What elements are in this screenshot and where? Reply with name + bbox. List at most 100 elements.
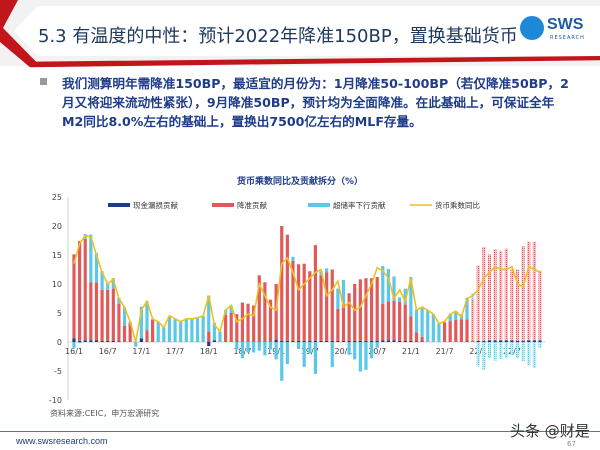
bar-excess (347, 342, 351, 355)
legend-label: 降准贡献 (237, 200, 267, 210)
bar-cash (330, 340, 334, 342)
y-tick-label: 5 (57, 309, 62, 318)
bar-rrr (414, 332, 419, 342)
bar-excess (179, 321, 183, 342)
bar-excess (167, 315, 172, 342)
bar-excess (510, 342, 514, 356)
bar-excess (448, 314, 452, 322)
bar-rrr (117, 303, 121, 342)
bar-excess (229, 305, 233, 313)
bar-rrr (128, 323, 132, 342)
bar-rrr (347, 293, 351, 341)
bar-cash (386, 340, 391, 342)
bar-excess (487, 342, 492, 359)
bar-cash (72, 338, 76, 342)
bar-excess (78, 342, 82, 344)
bar-cash (538, 340, 542, 342)
bar-excess (375, 342, 379, 348)
bullet-text: 我们测算明年需降准150BP，最适宜的月份为：1月降准50-100BP（若仅降准… (62, 76, 569, 129)
bar-cash (521, 340, 525, 342)
bar-rrr (240, 302, 245, 342)
bar-excess (308, 342, 312, 354)
bar-cash (504, 340, 508, 342)
bar-excess (246, 342, 250, 353)
x-tick-label: 16/7 (99, 347, 117, 356)
bar-rrr (89, 282, 93, 341)
bar-rrr (83, 238, 87, 341)
y-tick-label: -10 (49, 396, 62, 405)
bar-cash (100, 340, 104, 342)
chart-title: 货币乘数同比及贡献拆分（%） (237, 175, 363, 187)
bar-excess (263, 342, 267, 356)
bar-rrr (274, 284, 278, 340)
chart-legend: 现金漏损贡献 降准贡献 超储率下行贡献 货币乘数同比 (108, 200, 480, 210)
page-title: 5.3 有温度的中性：预计2022年降准150BP，置换基础货币 (38, 26, 518, 47)
bar-cash (325, 340, 329, 342)
bar-excess (420, 306, 424, 337)
bar-cash (111, 340, 115, 342)
bar-excess (403, 288, 407, 305)
bar-rrr (100, 289, 104, 341)
bar-rrr (409, 316, 413, 341)
legend-label: 现金漏损贡献 (133, 200, 178, 210)
bar-cash (527, 340, 531, 342)
y-tick-label: 15 (52, 251, 62, 260)
bar-cash (212, 340, 216, 342)
bar-rrr (392, 300, 396, 341)
bar-rrr (358, 279, 362, 341)
bar-cash (358, 340, 362, 342)
bar-cash (117, 341, 121, 342)
bar-cash (420, 341, 424, 342)
bar-excess (465, 297, 469, 320)
bar-rrr (313, 245, 318, 341)
bar-cash (510, 340, 514, 342)
bar-rrr (493, 249, 497, 341)
bar-cash (476, 340, 480, 342)
bar-rrr (252, 305, 256, 342)
bar-cash (207, 342, 211, 347)
bar-excess (296, 342, 301, 349)
x-tick-label: 20/7 (368, 347, 386, 356)
bar-excess (341, 279, 346, 305)
bar-cash (471, 341, 475, 342)
bar-excess (134, 342, 138, 347)
bar-excess (252, 342, 256, 353)
bar-rrr (448, 321, 452, 342)
footer-divider (0, 431, 600, 432)
bar-cash (515, 340, 520, 342)
y-tick-label: 10 (52, 280, 62, 289)
bar-excess (89, 234, 93, 283)
bar-excess (426, 310, 430, 342)
bar-rrr (482, 246, 486, 341)
bar-excess (190, 318, 194, 342)
bar-excess (302, 342, 306, 367)
bar-excess (499, 342, 503, 359)
bar-excess (280, 342, 284, 381)
bar-rrr (229, 313, 233, 342)
x-tick-label: 18/1 (200, 347, 218, 356)
bar-excess (117, 297, 121, 304)
bar-rrr (538, 270, 542, 341)
bar-cash (364, 340, 368, 342)
bar-rrr (94, 282, 99, 341)
bar-cash (296, 340, 301, 342)
website-link[interactable]: www.swsresearch.com (16, 436, 108, 446)
x-tick-label: 21/1 (402, 347, 420, 356)
bar-rrr (246, 303, 250, 342)
bar-cash (89, 340, 93, 342)
y-tick-label: 20 (52, 222, 62, 231)
bar-rrr (145, 330, 149, 342)
bar-rrr (151, 319, 155, 342)
bar-excess (364, 342, 368, 370)
bar-excess (521, 342, 525, 362)
bar-rrr (308, 271, 312, 341)
bar-rrr (325, 272, 329, 341)
bar-excess (201, 315, 205, 342)
bar-cash (78, 340, 82, 342)
logo-subtext: RESEARCH (550, 35, 585, 41)
bar-rrr (302, 263, 306, 341)
y-tick-label: -5 (54, 367, 62, 376)
bar-excess (369, 342, 374, 359)
bar-rrr (336, 308, 340, 341)
